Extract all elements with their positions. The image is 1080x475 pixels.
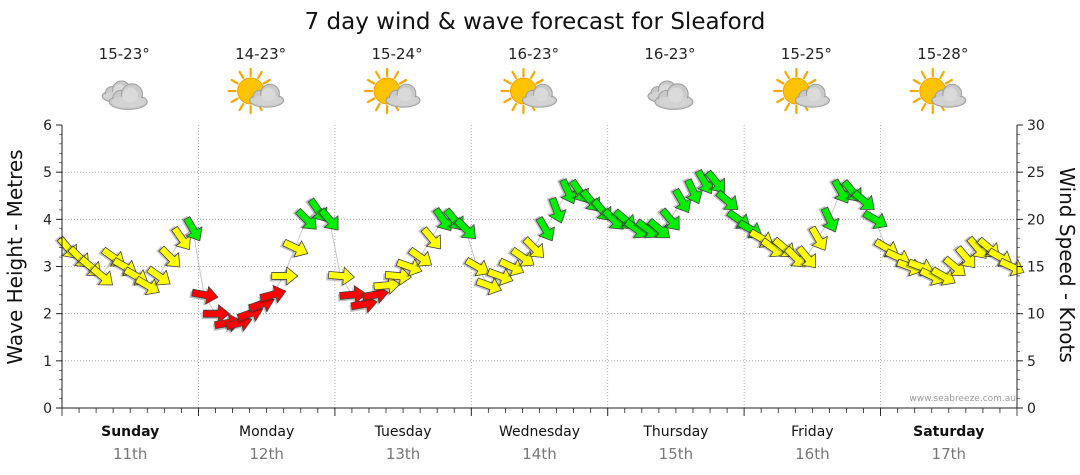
day-name-label: Saturday <box>913 424 984 440</box>
cloudy-icon <box>101 80 148 110</box>
wind-arrow <box>818 206 840 233</box>
wind-arrow <box>533 215 555 242</box>
partly-cloudy-icon <box>500 67 557 115</box>
wind-arrow <box>315 207 339 231</box>
wind-arrow <box>806 225 828 251</box>
partly-cloudy-icon <box>773 67 830 115</box>
wind-arrow <box>258 284 287 306</box>
wind-arrow <box>451 217 476 240</box>
wind-arrow <box>712 189 739 210</box>
day-date-label: 15th <box>659 445 693 463</box>
wind-arrow <box>326 266 355 287</box>
wind-arrow <box>644 217 670 239</box>
partly-cloudy-icon <box>363 67 421 115</box>
temperature-label: 15-28° <box>917 45 968 63</box>
credit-text: www.seabreeze.com.au <box>909 394 1016 404</box>
wind-arrow <box>462 257 490 277</box>
temperature-label: 15-24° <box>372 45 423 63</box>
wind-arrow <box>418 226 441 250</box>
day-name-label: Sunday <box>101 424 159 440</box>
y-tick-label-right: 20 <box>1027 212 1045 228</box>
day-name-label: Thursday <box>642 424 708 440</box>
wind-arrow <box>849 189 875 210</box>
wind-arrow <box>657 207 680 231</box>
chart-title: 7 day wind & wave forecast for Sleaford <box>305 9 766 35</box>
wind-arrow <box>520 236 545 258</box>
wind-arrow <box>269 266 299 287</box>
wind-arrow <box>393 258 423 278</box>
day-name-label: Wednesday <box>499 424 580 440</box>
temperature-label: 16-23° <box>644 45 695 63</box>
y-tick-label-left: 2 <box>43 307 52 323</box>
wind-arrow <box>189 286 219 306</box>
y-tick-label-left: 6 <box>43 118 52 134</box>
cloudy-icon <box>647 80 694 110</box>
partly-cloudy-icon <box>909 67 967 115</box>
wind-arrow <box>682 177 703 205</box>
wind-arrow <box>702 169 726 193</box>
wind-arrows <box>54 168 1025 334</box>
day-date-label: 13th <box>386 445 420 463</box>
temperature-label: 16-23° <box>508 45 559 63</box>
day-name-label: Friday <box>791 424 833 440</box>
day-date-label: 12th <box>249 445 283 463</box>
day-date-label: 17th <box>932 445 966 463</box>
wind-arrow <box>793 245 817 269</box>
wind-arrow <box>546 196 567 224</box>
day-date-label: 11th <box>113 445 147 463</box>
y-tick-label-left: 4 <box>43 212 52 228</box>
y-axis-label-left: Wave Height - Metres <box>3 149 27 364</box>
grid-lines <box>62 125 1017 408</box>
day-date-label: 14th <box>522 445 556 463</box>
y-tick-label-right: 10 <box>1027 307 1045 323</box>
weather-row: 15-23° 14-23° 15-24° 16-23° 16-23° 15-25° 15-2… <box>99 45 968 115</box>
wind-arrow <box>180 215 203 242</box>
y-tick-label-left: 0 <box>43 401 52 417</box>
temperature-label: 15-23° <box>99 45 150 63</box>
axes: 0 1 2 3 4 5 6 0 5 10 15 20 25 30 <box>43 118 1045 417</box>
wind-arrow <box>382 266 412 287</box>
day-labels: Sunday 11th Monday 12th Tuesday 13th Wednesday… <box>101 424 984 463</box>
wind-arrow <box>473 277 502 297</box>
wind-arrow <box>87 265 113 286</box>
y-tick-label-left: 5 <box>43 165 52 181</box>
wind-arrow <box>692 168 715 195</box>
day-name-label: Tuesday <box>374 424 432 440</box>
wind-arrow <box>496 257 525 277</box>
wind-arrow <box>928 266 956 286</box>
wind-arrow <box>940 255 966 276</box>
y-tick-label-right: 0 <box>1027 401 1036 417</box>
wind-arrow <box>156 245 181 268</box>
y-axis-label-right: Wind Speed - Knots <box>1055 167 1079 363</box>
wind-arrow <box>484 268 514 287</box>
wind-arrow <box>829 178 851 204</box>
wind-arrow <box>860 209 888 230</box>
y-tick-label-right: 15 <box>1027 260 1045 276</box>
y-tick-label-right: 5 <box>1027 354 1036 370</box>
partly-cloudy-icon <box>227 67 285 115</box>
wind-arrow <box>132 275 160 296</box>
wind-arrow <box>669 187 692 213</box>
y-tick-label-right: 25 <box>1027 165 1045 181</box>
wind-arrow <box>507 246 535 267</box>
y-tick-label-left: 3 <box>43 260 52 276</box>
day-name-label: Monday <box>239 424 294 440</box>
wind-arrow <box>405 246 432 267</box>
y-tick-label-right: 30 <box>1027 118 1045 134</box>
temperature-label: 15-25° <box>781 45 832 63</box>
wind-arrow <box>144 265 171 286</box>
day-date-label: 16th <box>795 445 829 463</box>
temperature-label: 14-23° <box>235 45 286 63</box>
wind-arrow <box>280 238 309 259</box>
y-tick-label-left: 1 <box>43 354 52 370</box>
